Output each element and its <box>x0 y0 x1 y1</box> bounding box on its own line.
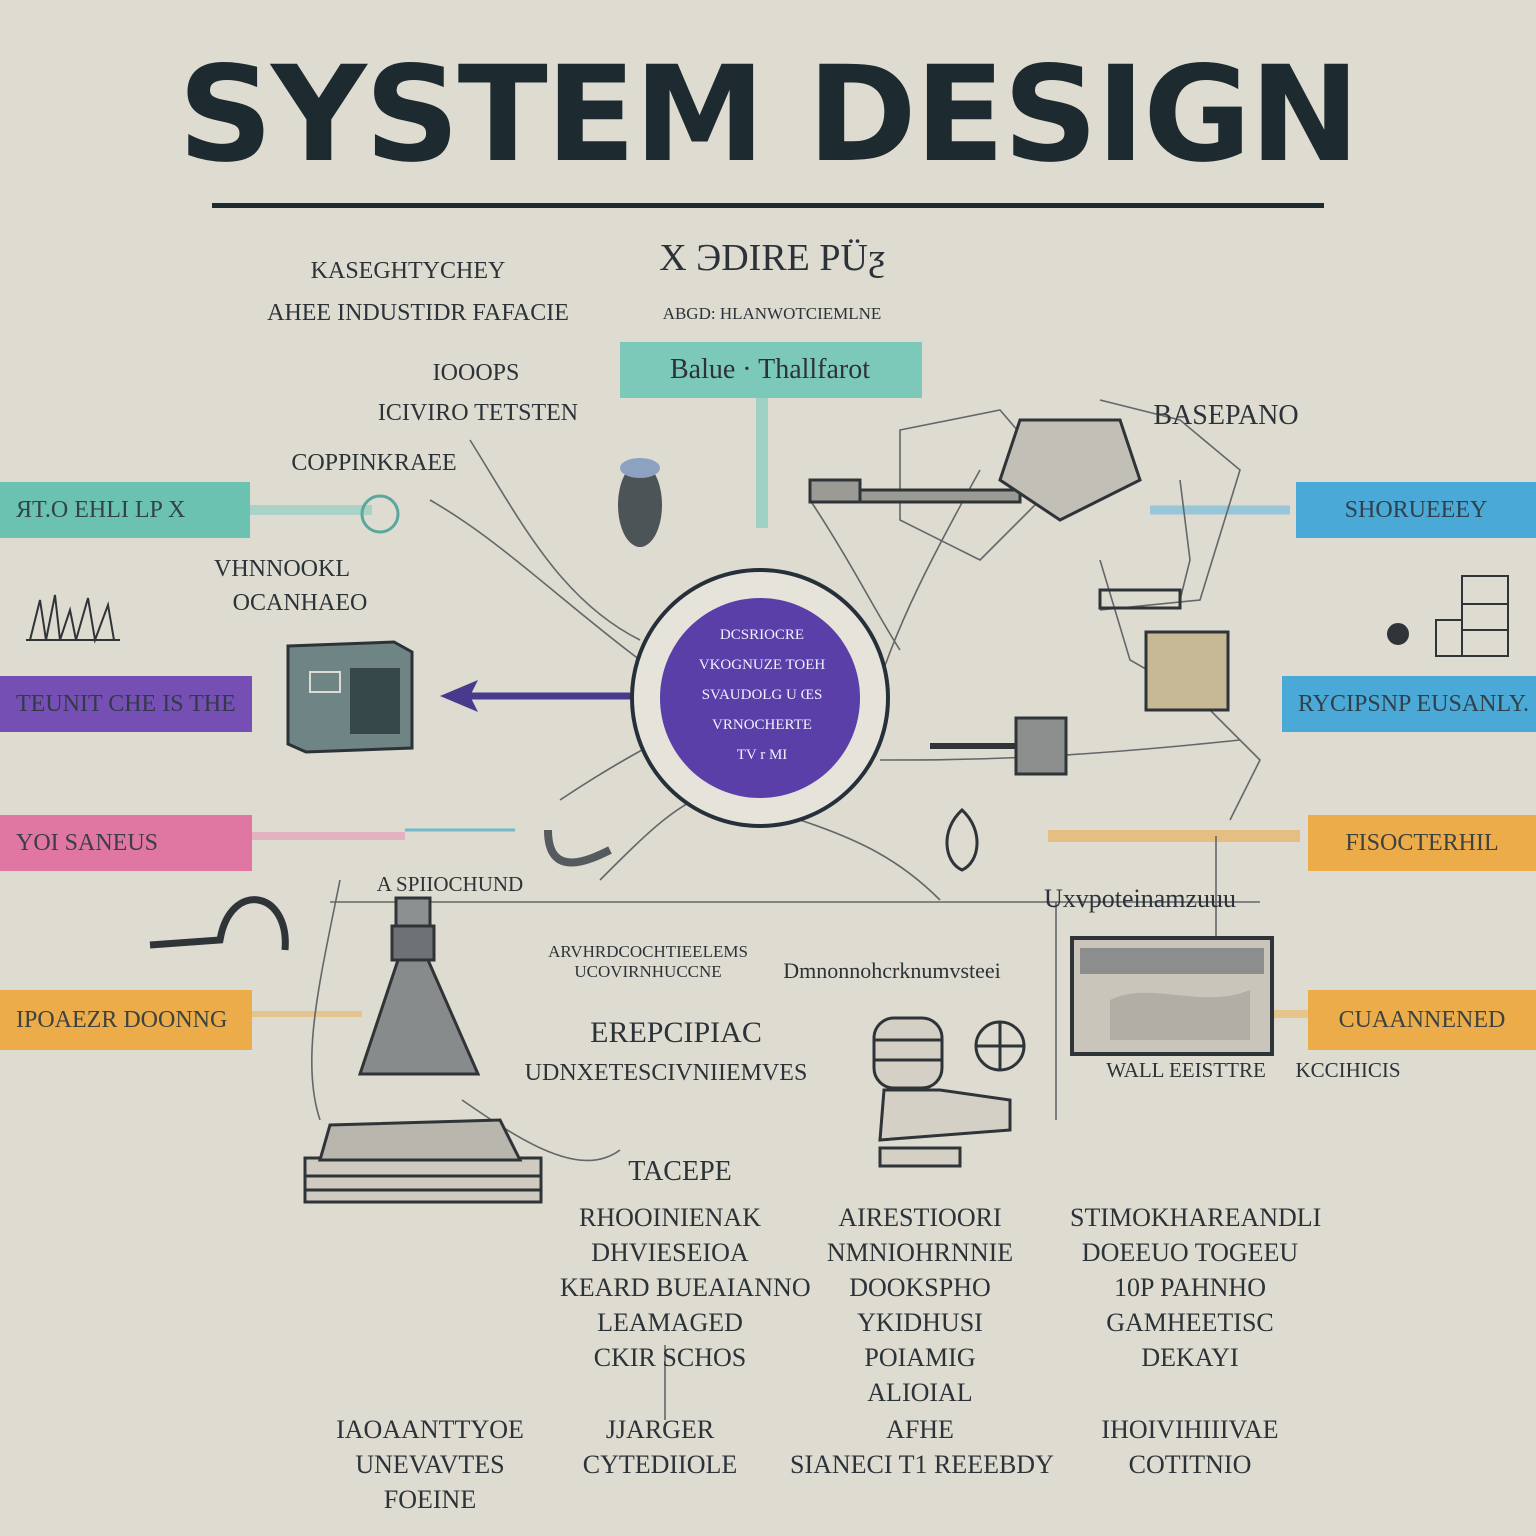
right-caption: Uxvpoteinamzuuu <box>1043 884 1237 913</box>
footer-block-3: AFHE SIANECI T1 REEEBDY <box>790 1412 1054 1482</box>
tag-bar-orange-2 <box>1308 990 1536 1050</box>
right-tag-4: CUAANNENED <box>1338 1007 1506 1033</box>
vhn-label-line-1: VHNNOOKL <box>214 556 350 582</box>
curl-sketch <box>544 829 612 867</box>
center-heading: X ЭDIRE PÜƺ <box>659 237 885 279</box>
map-tile-sketch <box>1144 630 1230 712</box>
hub-line-5: TV r MI <box>736 747 788 763</box>
column-1-line-3: KEARD BUEAIANNO <box>560 1273 811 1302</box>
column-2-line-2: NMNIOHRNNIE <box>826 1238 1014 1267</box>
footer-2-line-1: JJARGER <box>605 1415 715 1444</box>
footer-1-line-1: IAOAANTTYOE <box>336 1415 524 1444</box>
wall-label: WALL EEISTTRE <box>1106 1058 1266 1082</box>
column-2-line-6: ALIOIAL <box>867 1378 973 1407</box>
footer-4-line-2: COTITNIO <box>1128 1450 1252 1479</box>
tag-bar-pink <box>0 815 252 871</box>
footer-3-line-2: SIANECI T1 REEEBDY <box>790 1450 1054 1479</box>
tower-sketch <box>1387 575 1509 657</box>
small-disc-sketch <box>360 494 400 534</box>
hub-line-2: VKOGNUZE TOEH <box>698 657 826 673</box>
footer-3-line-1: AFHE <box>886 1415 954 1444</box>
tag-bar-orange-1 <box>1308 815 1536 871</box>
left-tag-1: ЯT.O EHLI LP X <box>16 497 186 523</box>
column-1-line-4: LEAMAGED <box>597 1308 743 1337</box>
hub-line-3: SVAUDOLG U ŒS <box>701 687 823 703</box>
column-3-line-3: 10P PAHNHO <box>1114 1273 1266 1302</box>
hub-core <box>660 598 860 798</box>
left-block-line-2: AHEE INDUSTIDR FAFACIE <box>267 300 569 326</box>
figure-sketch <box>872 1016 1012 1168</box>
column-1-line-5: CKIR SCHOS <box>593 1343 747 1372</box>
tag-bar-teal <box>0 482 250 538</box>
right-tag-2: RYCIPSNP EUSANLY. <box>1298 691 1529 717</box>
column-2-line-1: AIRESTIOORI <box>838 1203 1002 1232</box>
column-1-line-1: RHOOINIENAK <box>579 1203 761 1232</box>
column-3-line-5: DEKAYI <box>1141 1343 1239 1372</box>
eprc-sub-label: UDNXETESCIVNIIEMVES <box>524 1060 808 1086</box>
frame-sketch <box>1070 936 1274 1056</box>
bridge-sketch <box>930 716 1068 776</box>
center-tag-label: Balue · Thallfarot <box>669 354 871 385</box>
footer-block-1: IAOAANTTYOE UNEVAVTES FOEINE <box>320 1412 540 1517</box>
column-2-line-4: YKIDHUSI <box>857 1308 983 1337</box>
column-1-line-2: DHVIESEIOA <box>591 1238 749 1267</box>
tag-bar-orange-left <box>0 990 252 1050</box>
footer-block-4: IHOIVIHIIIVAE COTITNIO <box>1080 1412 1300 1482</box>
left-tag-4: IPOAEZR DOONNG <box>16 1007 228 1033</box>
lamp-sketch <box>303 896 543 1204</box>
hub-line-4: VRNOCHERTE <box>712 717 812 733</box>
footer-4-line-1: IHOIVIHIIIVAE <box>1101 1415 1279 1444</box>
column-3-line-1: STIMOKHAREANDLI <box>1070 1203 1322 1232</box>
column-3-line-2: DOEEUO TOGEEU <box>1081 1238 1299 1267</box>
vhn-label-line-2: OCANHAEO <box>232 590 368 616</box>
bag-sketch <box>618 458 662 547</box>
left-mid-line-2: ICIVIRO TETSTEN <box>377 400 579 426</box>
tag-bar-purple <box>0 676 252 732</box>
column-2-line-3: DOOKSPHO <box>849 1273 991 1302</box>
hub-line-1: DCSRIOCRE <box>719 627 805 643</box>
small-block-line-1: ARVHRDCOCHTIEELEMS <box>548 942 748 961</box>
footer-1-line-2: UNEVAVTES <box>355 1450 505 1479</box>
kc-label: KCCIHICIS <box>1295 1058 1401 1082</box>
small-block-line-2: UCOVIRNHUCCNE <box>574 962 722 981</box>
column-1: RHOOINIENAK DHVIESEIOA KEARD BUEAIANNO L… <box>560 1200 811 1375</box>
eprc-label: EREPCIPIAC <box>590 1016 762 1049</box>
hook-sketch <box>149 896 289 951</box>
tag-bar-blue-2 <box>1282 676 1536 732</box>
left-mid-line-1: IOOOPS <box>432 360 520 386</box>
left-low-label: COPPINKRAEE <box>291 450 457 476</box>
grass-sketch <box>26 594 120 644</box>
left-block-line-1: KASEGHTYCHEY <box>310 258 506 284</box>
center-tag-bg <box>620 342 922 398</box>
tag-bar-blue-1 <box>1296 482 1536 538</box>
right-top-label: BASEPANO <box>1153 400 1299 431</box>
footer-1-line-3: FOEINE <box>383 1485 477 1514</box>
column-2: AIRESTIOORI NMNIOHRNNIE DOOKSPHO YKIDHUS… <box>810 1200 1030 1410</box>
footer-2-line-2: CYTEDIIOLE <box>582 1450 738 1479</box>
right-tag-3: FISOCTERHIL <box>1345 830 1499 856</box>
footer-block-2: JJARGER CYTEDIIOLE <box>560 1412 760 1482</box>
server-box-sketch <box>286 640 414 754</box>
page-title: SYSTEM DESIGN <box>178 38 1360 192</box>
title-underline <box>212 203 1324 208</box>
column-3: STIMOKHAREANDLI DOEEUO TOGEEU 10P PAHNHO… <box>1070 1200 1322 1375</box>
tool-sketch <box>808 418 1182 610</box>
column-2-line-5: POIAMIG <box>864 1343 976 1372</box>
fan-sketch <box>974 1020 1026 1072</box>
arrow-head <box>440 680 478 712</box>
right-tag-1: SHORUEEEY <box>1344 497 1488 523</box>
left-tag-3: YOI SANEUS <box>16 830 159 856</box>
sp-label: A SPIIOCHUND <box>376 872 524 896</box>
pointer-sketch <box>945 807 979 872</box>
left-tag-2: TEUNIT CHE IS THE <box>16 691 236 717</box>
column-1-head: TACEPE <box>628 1156 732 1187</box>
hub-text: DCSRIOCRE VKOGNUZE TOEH SVAUDOLG U ŒS VR… <box>662 620 862 770</box>
column-3-line-4: GAMHEETISC <box>1106 1308 1274 1337</box>
center-tag-stem <box>756 398 768 528</box>
center-subheading: ABGD: HLANWOTCIEMLNE <box>662 304 882 323</box>
long-middle-label: Dmnonnohcrknumvsteei <box>783 958 1001 983</box>
